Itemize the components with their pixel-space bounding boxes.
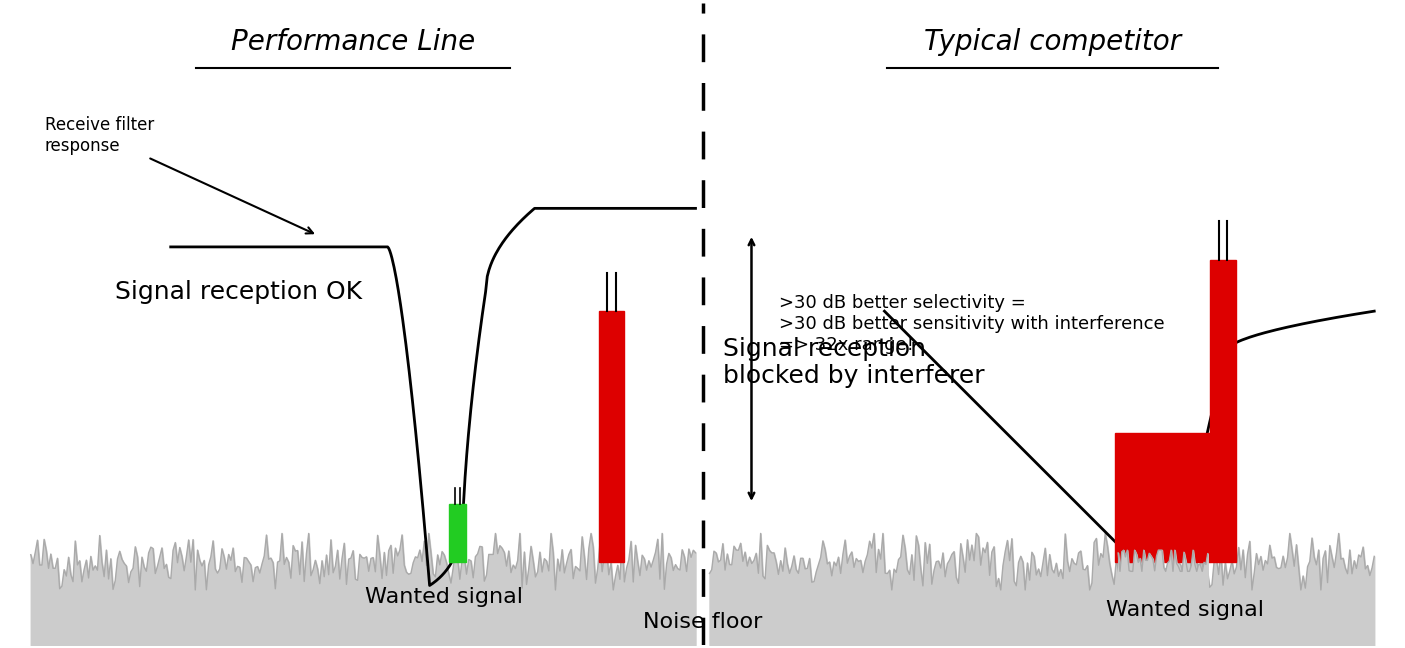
- Bar: [1116, 434, 1211, 562]
- Text: Performance Line: Performance Line: [230, 29, 475, 56]
- Text: Receive filter
response: Receive filter response: [45, 116, 313, 233]
- Text: >30 dB better selectivity =
>30 dB better sensitivity with interference
=> 32x r: >30 dB better selectivity = >30 dB bette…: [780, 294, 1165, 354]
- Bar: [1211, 260, 1235, 562]
- Text: Signal reception OK: Signal reception OK: [115, 280, 362, 304]
- Text: Wanted signal: Wanted signal: [1106, 600, 1264, 620]
- Text: Noise floor: Noise floor: [643, 612, 762, 632]
- Text: Signal reception
blocked by interferer: Signal reception blocked by interferer: [724, 337, 985, 388]
- Text: Wanted signal: Wanted signal: [365, 587, 523, 607]
- Bar: [450, 504, 466, 562]
- Bar: [599, 311, 624, 562]
- Text: Typical competitor: Typical competitor: [924, 29, 1182, 56]
